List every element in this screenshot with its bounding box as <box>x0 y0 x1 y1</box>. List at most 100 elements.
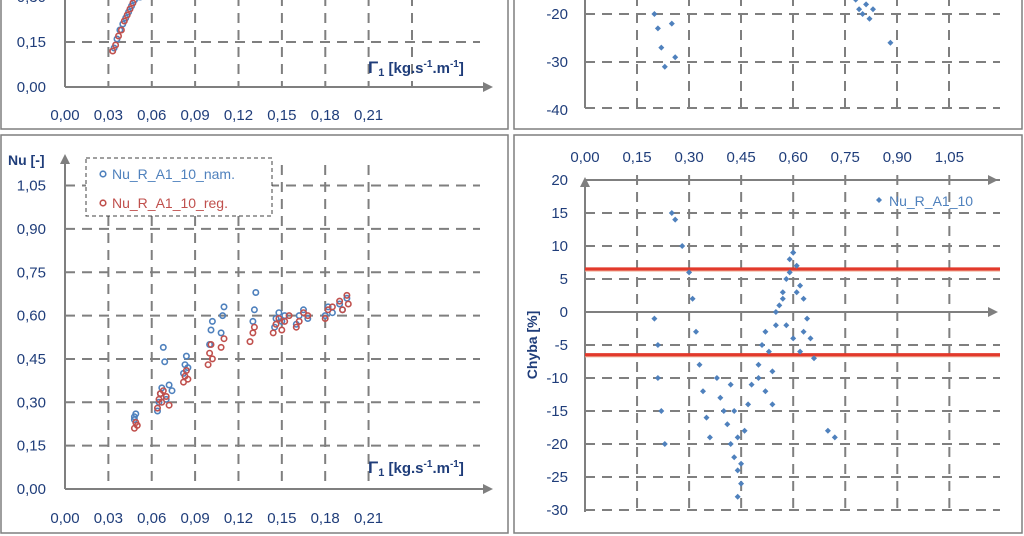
data-point <box>252 288 260 296</box>
data-point <box>887 39 894 46</box>
data-point <box>651 315 658 322</box>
bottom-left-legend: Nu_R_A1_10_nam. Nu_R_A1_10_reg. <box>85 157 273 217</box>
panel-frame-bottom-left <box>0 134 509 534</box>
data-point <box>738 480 745 487</box>
data-point <box>672 54 679 61</box>
data-point <box>304 312 312 320</box>
top-left-x-tick-label: 0,21 <box>354 107 383 124</box>
data-point <box>207 326 215 334</box>
data-point <box>249 329 257 337</box>
bottom-right-x-tick-label: 1,05 <box>935 149 964 166</box>
legend-label-chyba: Nu_R_A1_10 <box>889 193 973 209</box>
legend-marker-reg <box>99 199 107 207</box>
bottom-right-x-tick-label: 0,15 <box>622 149 651 166</box>
data-point <box>797 282 804 289</box>
bottom-right-x-tick-label: 0,45 <box>727 149 756 166</box>
data-point <box>755 361 762 368</box>
data-point <box>661 63 668 70</box>
data-point <box>765 348 772 355</box>
data-point <box>686 269 693 276</box>
data-point <box>762 328 769 335</box>
top-left-x-tick-label: 0,09 <box>180 107 209 124</box>
data-point <box>162 392 170 400</box>
data-point <box>859 11 866 17</box>
bottom-right-x-tick-label: 0,30 <box>674 149 703 166</box>
data-point <box>126 5 134 13</box>
data-point <box>206 349 214 357</box>
data-point <box>154 404 162 412</box>
bottom-left-y-tick-label: 0,30 <box>17 394 46 411</box>
top-right-y-tick-label: -20 <box>546 6 568 23</box>
bottom-right-y-tick-label: -25 <box>546 469 568 486</box>
data-point <box>706 434 713 441</box>
bottom-right-y-tick-label: 20 <box>551 172 568 189</box>
data-point <box>793 289 800 296</box>
data-point <box>208 317 216 325</box>
bottom-left-x-tick-label: 0,00 <box>50 510 79 527</box>
data-point <box>250 323 258 331</box>
data-point <box>208 355 216 363</box>
data-point <box>759 342 765 348</box>
bottom-right-y-tick-label: -20 <box>546 436 568 453</box>
data-point <box>720 408 727 414</box>
bottom-left-y-tick-label: 0,45 <box>17 351 46 368</box>
data-point <box>269 329 277 337</box>
data-point <box>734 434 741 441</box>
data-point <box>731 454 738 461</box>
data-point <box>219 312 227 320</box>
top-left-y-tick-label: 0,15 <box>17 34 46 51</box>
data-point <box>159 387 167 395</box>
data-point <box>159 343 167 351</box>
bottom-right-y-tick-label: -30 <box>546 502 568 519</box>
data-point <box>755 375 762 381</box>
top-left-y-tick-label: 0,00 <box>17 79 46 96</box>
bottom-right-zero-line-arrow <box>988 307 998 317</box>
data-point <box>783 276 790 282</box>
data-point <box>272 320 280 328</box>
data-point <box>661 441 668 447</box>
data-point <box>696 361 703 368</box>
data-point <box>786 269 793 276</box>
data-point <box>343 291 351 299</box>
top-left-x-axis-arrow <box>483 82 493 92</box>
bottom-right-x-tick-label: 0,60 <box>779 149 808 166</box>
data-point <box>217 329 225 337</box>
data-point <box>182 352 190 360</box>
data-point <box>336 300 344 308</box>
data-point <box>158 398 166 406</box>
data-point <box>713 375 720 381</box>
data-point <box>700 388 706 395</box>
bottom-left-y-tick-label: 0,00 <box>17 481 46 498</box>
data-point <box>278 326 286 334</box>
top-left-x-axis-label: Γ1 [kg.s-1.m-1] <box>368 58 464 79</box>
data-point <box>776 302 783 309</box>
data-point <box>779 289 786 296</box>
top-left-x-tick-label: 0,03 <box>94 107 123 124</box>
data-point <box>112 41 120 49</box>
bottom-left-x-tick-label: 0,09 <box>180 510 209 527</box>
data-point <box>668 210 675 216</box>
bottom-left-y-tick-label: 0,75 <box>17 264 46 281</box>
data-point <box>285 312 293 320</box>
data-point <box>738 460 745 467</box>
bottom-left-y-tick-label: 0,60 <box>17 308 46 325</box>
data-point <box>727 441 734 447</box>
legend-marker-nam <box>99 170 107 178</box>
data-point <box>275 309 283 317</box>
bottom-left-y-tick-label: 0,90 <box>17 221 46 238</box>
bottom-right-top-x-axis-arrow <box>988 175 998 185</box>
data-point <box>299 306 307 314</box>
data-point <box>115 32 123 40</box>
data-point <box>769 401 776 408</box>
data-point <box>866 15 873 22</box>
data-point <box>793 262 800 269</box>
data-point <box>338 306 346 314</box>
bottom-left-y-tick-label: 1,05 <box>17 178 46 195</box>
data-point <box>863 1 870 8</box>
data-point <box>658 408 665 414</box>
data-point <box>292 323 300 331</box>
data-point <box>741 427 748 434</box>
bottom-left-y-axis-arrow <box>60 154 70 164</box>
bottom-right-x-tick-label: 0,90 <box>883 149 912 166</box>
